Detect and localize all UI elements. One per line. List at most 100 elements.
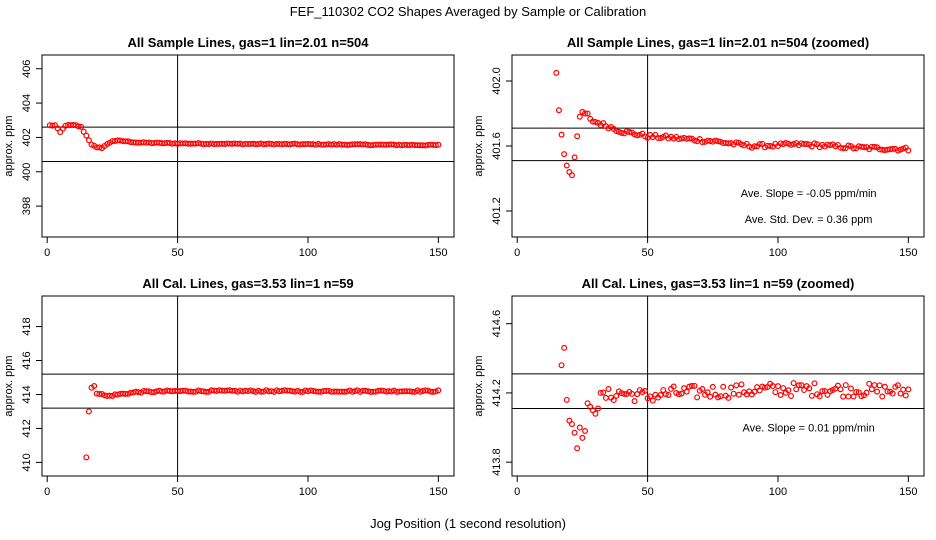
figure-title: FEF_110302 CO2 Shapes Averaged by Sample… [289, 4, 647, 19]
data-point [785, 387, 792, 394]
figure-xlabel: Jog Position (1 second resolution) [370, 516, 566, 531]
data-point [597, 389, 604, 396]
data-point [751, 388, 758, 395]
data-point [806, 385, 813, 392]
data-point [889, 145, 896, 152]
data-point [774, 383, 781, 390]
data-point [871, 382, 878, 389]
data-point [801, 387, 808, 394]
data-point [811, 140, 818, 147]
y-tick-label: 398 [21, 197, 33, 215]
data-point [561, 151, 568, 158]
data-point [798, 382, 805, 389]
data-point [756, 141, 763, 148]
x-tick-label: 50 [641, 247, 653, 259]
data-point [623, 128, 630, 135]
data-point [96, 144, 103, 151]
y-axis-label: approx. ppm [473, 115, 485, 176]
data-point [600, 389, 607, 396]
data-point [203, 388, 210, 395]
data-point [125, 138, 132, 145]
data-point [790, 380, 797, 387]
data-point [558, 362, 565, 369]
y-tick-label: 400 [21, 163, 33, 181]
data-point [49, 122, 56, 129]
data-point [641, 387, 648, 394]
data-point [430, 388, 437, 395]
panel-2: All Sample Lines, gas=1 lin=2.01 n=504 (… [473, 35, 925, 259]
data-point [699, 386, 706, 393]
data-point [665, 391, 672, 398]
data-point [618, 129, 625, 136]
y-tick-label: 401.6 [491, 132, 503, 160]
data-point [728, 384, 735, 391]
data-point [686, 135, 693, 142]
data-point [840, 145, 847, 152]
data-point [795, 382, 802, 389]
data-point [881, 383, 888, 390]
data-point [733, 382, 740, 389]
data-point [555, 107, 562, 114]
data-point [576, 113, 583, 120]
y-tick-label: 414 [21, 385, 33, 403]
data-point [709, 383, 716, 390]
x-tick-label: 0 [514, 247, 520, 259]
data-point [349, 388, 356, 395]
data-point [845, 142, 852, 149]
data-point [683, 388, 690, 395]
data-point [571, 154, 578, 161]
data-point [788, 392, 795, 399]
data-point [613, 127, 620, 134]
data-point [868, 386, 875, 393]
data-point [634, 391, 641, 398]
panel-title: All Sample Lines, gas=1 lin=2.01 n=504 (… [567, 35, 869, 50]
data-point [714, 138, 721, 145]
data-point [561, 344, 568, 351]
data-point [106, 392, 113, 399]
data-point [553, 69, 560, 76]
data-point [582, 428, 589, 435]
plot-frame [511, 295, 925, 477]
y-tick-label: 406 [21, 60, 33, 78]
data-point [777, 392, 784, 399]
data-point [688, 382, 695, 389]
data-point [85, 137, 92, 144]
y-tick-label: 404 [21, 94, 33, 112]
panel-title: All Sample Lines, gas=1 lin=2.01 n=504 [128, 35, 370, 50]
x-tick-label: 100 [299, 247, 317, 259]
data-point [803, 141, 810, 148]
data-point [905, 386, 912, 393]
data-point [788, 141, 795, 148]
y-tick-label: 413.8 [491, 448, 503, 476]
data-point [694, 394, 701, 401]
y-axis-label: approx. ppm [3, 115, 15, 176]
data-point [884, 388, 891, 395]
data-point [691, 382, 698, 389]
data-point [582, 110, 589, 117]
data-point [847, 385, 854, 392]
data-point [435, 141, 442, 148]
data-point [858, 393, 865, 400]
x-tick-label: 100 [769, 247, 787, 259]
y-tick-label: 412 [21, 419, 33, 437]
data-point [866, 380, 873, 387]
x-tick-label: 50 [641, 486, 653, 498]
data-point [751, 143, 758, 150]
plot-frame [41, 295, 455, 477]
data-point [610, 397, 617, 404]
y-tick-label: 418 [21, 317, 33, 335]
data-point [574, 133, 581, 140]
data-point [902, 392, 909, 399]
data-point [738, 381, 745, 388]
data-point [372, 388, 379, 395]
y-tick-label: 402 [21, 128, 33, 146]
data-point [725, 394, 732, 401]
data-point [91, 383, 98, 390]
data-point [432, 142, 439, 149]
data-point [811, 380, 818, 387]
data-point [158, 388, 165, 395]
data-point [894, 382, 901, 389]
data-point [75, 123, 82, 130]
data-point [874, 388, 881, 395]
data-point [649, 397, 656, 404]
